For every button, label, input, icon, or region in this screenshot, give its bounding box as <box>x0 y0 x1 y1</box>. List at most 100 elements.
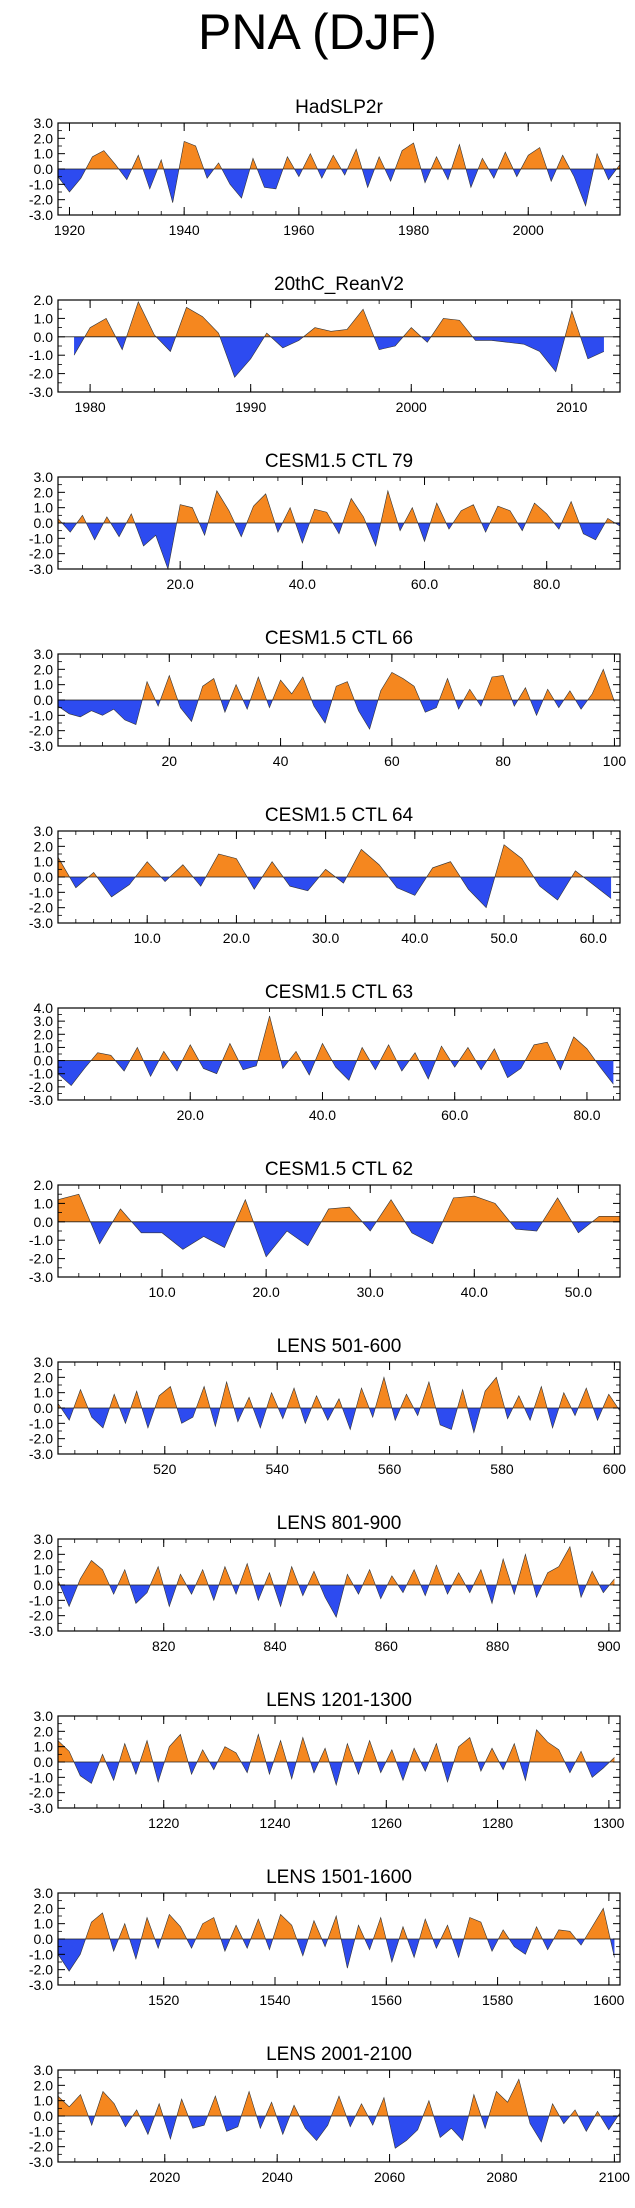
x-tick-label: 1580 <box>482 1992 513 2008</box>
y-tick-label: 0.0 <box>34 515 54 531</box>
y-tick-label: 1.0 <box>34 1039 54 1055</box>
negative-area <box>58 1408 620 1433</box>
y-tick-label: -2.0 <box>29 1431 53 1447</box>
data-line <box>57 1545 615 1618</box>
x-tick-label: 1220 <box>148 1815 179 1831</box>
y-tick-label: 4.0 <box>34 1000 54 1016</box>
y-tick-label: 3.0 <box>34 1013 54 1029</box>
y-tick-label: -2.0 <box>29 366 53 382</box>
y-tick-label: -2.0 <box>29 723 53 739</box>
y-tick-label: -3.0 <box>29 1800 53 1816</box>
x-tick-label: 60.0 <box>580 930 607 946</box>
x-tick-label: 80.0 <box>533 576 560 592</box>
y-tick-label: -1.0 <box>29 2123 53 2139</box>
x-tick-label: 900 <box>597 1638 621 1654</box>
x-tick-label: 1600 <box>593 1992 624 2008</box>
y-tick-label: 0.0 <box>34 1577 54 1593</box>
y-tick-label: 2.0 <box>34 2077 54 2093</box>
y-tick-label: -1.0 <box>29 884 53 900</box>
positive-area <box>58 490 620 523</box>
data-line <box>57 1907 615 1972</box>
x-tick-label: 880 <box>486 1638 510 1654</box>
panel-title: 20thC_ReanV2 <box>274 274 404 295</box>
x-tick-label: 10.0 <box>134 930 161 946</box>
y-tick-label: -3.0 <box>29 1092 53 1108</box>
y-tick-label: 3.0 <box>34 115 54 131</box>
panel-7: CESM1.5 CTL 62 2.0 1.0 0.0 -1.0 -2.0 -3.0 10.0 2… <box>29 1159 621 1300</box>
negative-area <box>58 1762 615 1785</box>
panel-title: LENS 2001-2100 <box>266 2044 412 2065</box>
y-tick-label: -3.0 <box>29 1623 53 1639</box>
panel-title: LENS 1201-1300 <box>266 1690 412 1711</box>
panel-title: CESM1.5 CTL 64 <box>265 805 414 826</box>
positive-area <box>74 301 604 337</box>
y-tick-label: 1.0 <box>34 1916 54 1932</box>
y-tick-label: -1.0 <box>29 707 53 723</box>
y-tick-label: -2.0 <box>29 192 53 208</box>
y-tick-label: 0.0 <box>34 1053 54 1069</box>
y-tick-label: -3.0 <box>29 561 53 577</box>
data-line <box>73 301 605 378</box>
negative-area <box>58 2116 620 2149</box>
panel-11: LENS 1501-1600 3.02.01.00.0-1.0-2.0-3.0 15… <box>29 1867 625 2008</box>
panel-title: CESM1.5 CTL 66 <box>265 628 413 649</box>
x-tick-label: 1280 <box>482 1815 513 1831</box>
negative-area <box>58 1060 614 1086</box>
x-tick-label: 1980 <box>75 399 106 415</box>
x-tick-label: 50.0 <box>565 1284 592 1300</box>
negative-area <box>58 877 612 908</box>
x-tick-label: 580 <box>490 1461 514 1477</box>
x-tick-label: 840 <box>263 1638 287 1654</box>
y-tick-label: 0.0 <box>34 2108 54 2124</box>
y-tick-label: 2.0 <box>34 838 54 854</box>
x-tick-label: 1990 <box>235 399 266 415</box>
x-tick-label: 1940 <box>169 222 200 238</box>
x-tick-label: 1540 <box>259 1992 290 2008</box>
y-tick-label: 3.0 <box>34 1354 54 1370</box>
negative-area <box>58 169 620 206</box>
y-tick-label: 0.0 <box>34 692 54 708</box>
positive-area <box>58 1729 615 1762</box>
y-tick-label: -3.0 <box>29 2154 53 2170</box>
y-tick-label: -3.0 <box>29 1446 53 1462</box>
x-tick-label: 2080 <box>486 2169 517 2185</box>
x-tick-label: 50.0 <box>490 930 517 946</box>
y-tick-label: -2.0 <box>29 1079 53 1095</box>
panel-title: LENS 1501-1600 <box>266 1867 412 1888</box>
data-line <box>57 1193 620 1258</box>
y-tick-label: -1.0 <box>29 1946 53 1962</box>
y-tick-label: 1.0 <box>34 2093 54 2109</box>
y-tick-label: -1.0 <box>29 1232 53 1248</box>
y-tick-label: -1.0 <box>29 1592 53 1608</box>
x-tick-label: 560 <box>378 1461 402 1477</box>
panel-2: 20thC_ReanV2 2.0 1.0 0.0 -1.0 -2.0 -3.0 1980 199… <box>29 274 621 415</box>
negative-area <box>58 700 615 730</box>
negative-area <box>58 1939 615 1972</box>
y-tick-label: -3.0 <box>29 915 53 931</box>
y-tick-label: -3.0 <box>29 1977 53 1993</box>
y-tick-label: 3.0 <box>34 823 54 839</box>
positive-area <box>58 1015 614 1061</box>
x-tick-label: 40 <box>273 753 289 769</box>
y-tick-label: -1.0 <box>29 1066 53 1082</box>
x-tick-label: 60.0 <box>411 576 438 592</box>
panel-title: CESM1.5 CTL 62 <box>265 1159 413 1180</box>
data-line <box>57 1729 615 1787</box>
y-tick-label: 1.0 <box>34 854 54 870</box>
y-tick-label: -2.0 <box>29 1251 53 1267</box>
y-tick-label: -3.0 <box>29 738 53 754</box>
positive-area <box>58 1908 615 1939</box>
x-tick-label: 820 <box>152 1638 176 1654</box>
x-tick-label: 2010 <box>556 399 587 415</box>
y-tick-label: -3.0 <box>29 384 53 400</box>
y-tick-label: 3.0 <box>34 646 54 662</box>
positive-area <box>58 2079 620 2116</box>
panel-3: CESM1.5 CTL 79 3.02.01.00.0-1.0-2.0-3.0 20… <box>29 451 621 592</box>
y-tick-label: 0.0 <box>34 869 54 885</box>
x-tick-label: 1240 <box>259 1815 290 1831</box>
x-tick-label: 1260 <box>371 1815 402 1831</box>
y-tick-label: 2.0 <box>34 661 54 677</box>
x-tick-label: 100 <box>603 753 627 769</box>
positive-area <box>58 1377 620 1408</box>
y-tick-label: -1.0 <box>29 347 53 363</box>
